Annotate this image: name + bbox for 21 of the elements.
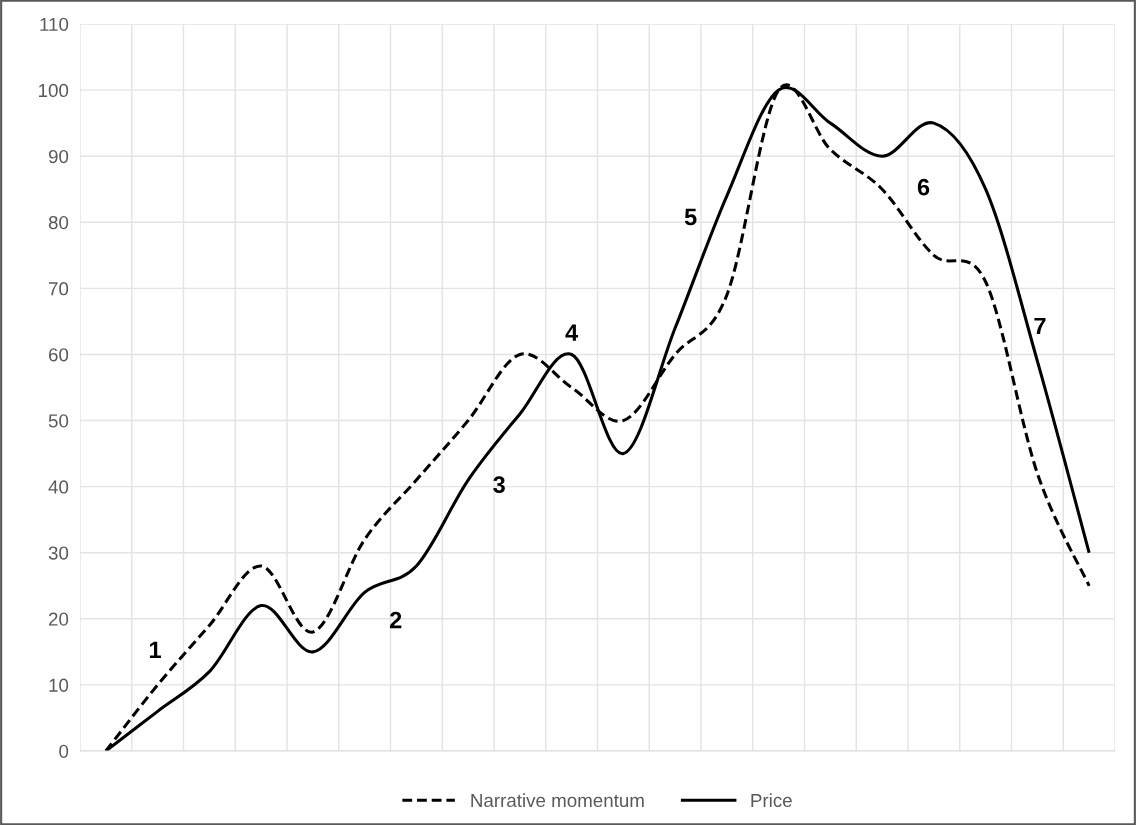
annotation: 7 bbox=[1034, 317, 1046, 335]
annotation: 6 bbox=[917, 178, 930, 196]
annotation: 2 bbox=[389, 611, 402, 629]
y-tick-label: 70 bbox=[49, 282, 69, 296]
annotation: 3 bbox=[493, 476, 505, 494]
annotation: 4 bbox=[565, 324, 579, 341]
legend-label: Price bbox=[751, 793, 792, 808]
y-tick-label: 110 bbox=[40, 17, 69, 31]
annotation: 5 bbox=[684, 208, 697, 226]
y-tick-label: 90 bbox=[48, 149, 69, 164]
legend-label: Narrative momentum bbox=[471, 793, 644, 808]
y-tick-label: 10 bbox=[49, 678, 69, 692]
y-tick-label: 100 bbox=[39, 83, 69, 98]
y-tick-label: 30 bbox=[48, 546, 69, 560]
y-tick-label: 20 bbox=[48, 612, 69, 626]
y-tick-label: 0 bbox=[59, 744, 69, 758]
y-tick-label: 40 bbox=[48, 480, 69, 494]
y-tick-label: 50 bbox=[48, 414, 69, 428]
annotation: 1 bbox=[149, 641, 161, 658]
y-tick-label: 60 bbox=[48, 348, 69, 362]
y-tick-label: 80 bbox=[48, 215, 69, 230]
